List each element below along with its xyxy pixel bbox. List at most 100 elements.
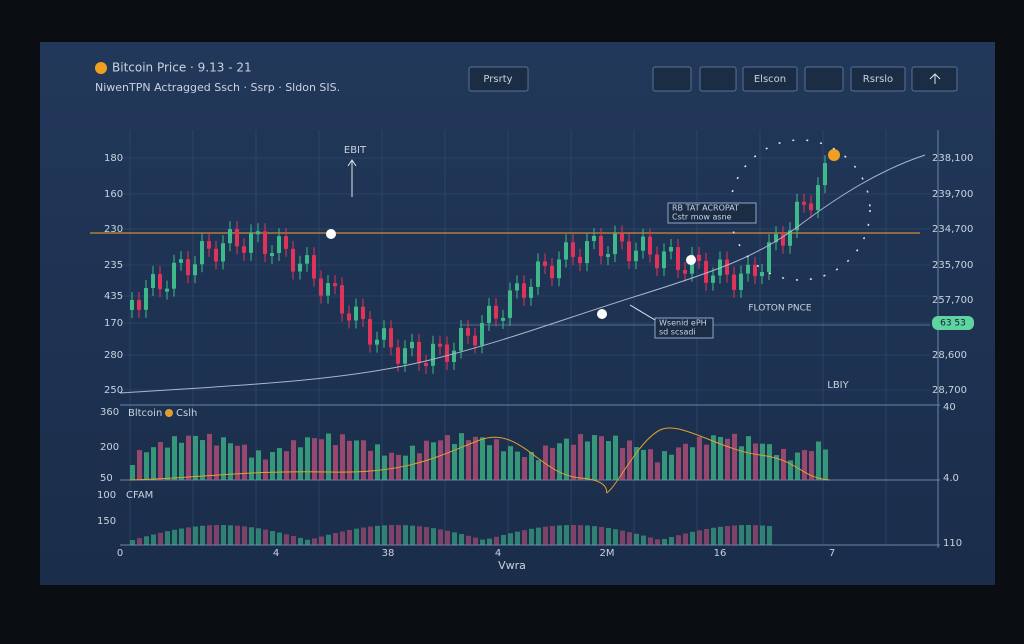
y-tick-label: 28,700 <box>932 385 967 396</box>
volume-bar <box>389 452 394 480</box>
button-label[interactable]: Prsrty <box>483 74 512 85</box>
candle-body <box>543 261 547 266</box>
volume-bar <box>151 447 156 480</box>
lower-bar <box>452 532 457 545</box>
label: LBIY <box>827 380 849 391</box>
volume-bar <box>277 448 282 480</box>
volume-bar <box>312 438 317 480</box>
lower-bar <box>389 525 394 545</box>
x-tick-label: 0 <box>117 548 123 559</box>
candle-body <box>739 273 743 290</box>
candles <box>130 155 827 375</box>
icon-button[interactable] <box>804 66 844 92</box>
lower-bar <box>277 532 282 545</box>
volume-bar <box>137 450 142 480</box>
volume-bar <box>739 446 744 480</box>
volume-bar <box>158 442 163 480</box>
volume-bar <box>732 433 737 480</box>
button[interactable] <box>468 66 529 92</box>
y-tick-label: 40 <box>943 402 956 413</box>
lower-bar <box>613 529 618 545</box>
lower-bar <box>641 535 646 545</box>
volume-bar <box>536 460 541 480</box>
volume-bar <box>235 445 240 480</box>
candle-body <box>578 256 582 264</box>
lower-bar <box>228 525 233 545</box>
lower-bar <box>158 532 163 545</box>
volume-bar <box>270 452 275 480</box>
icon-button[interactable] <box>652 66 692 92</box>
candle-body <box>158 274 162 290</box>
volume-bar <box>375 444 380 480</box>
volume-bar <box>291 440 296 480</box>
lower-bar <box>417 526 422 545</box>
candle-body <box>676 247 680 270</box>
candle-body <box>606 254 610 258</box>
lower-bar <box>382 525 387 545</box>
volume-bar <box>606 441 611 480</box>
button[interactable] <box>850 66 906 92</box>
lower-bar <box>445 530 450 545</box>
marker <box>828 149 840 161</box>
candle-body <box>662 251 666 269</box>
arrow <box>629 304 656 321</box>
lower-bar <box>606 528 611 545</box>
candle-body <box>592 235 596 242</box>
lower-bar <box>291 536 296 545</box>
button-label[interactable]: Rsrslo <box>863 74 893 85</box>
candle-body <box>263 231 267 254</box>
candle-body <box>347 313 351 321</box>
candle-body <box>193 264 197 276</box>
y-tick-label: 50 <box>100 473 113 484</box>
volume-bar <box>480 437 485 480</box>
volume-bar <box>186 435 191 480</box>
candle-body <box>522 283 526 298</box>
candle-body <box>620 233 624 242</box>
y-tick-label: 4.0 <box>943 473 959 484</box>
note: Cstr mow asne <box>672 213 732 222</box>
volume-bar <box>326 433 331 480</box>
dotted-ring <box>729 139 871 281</box>
volume-bar <box>221 437 226 480</box>
volume-bar <box>473 436 478 480</box>
lower-bar <box>172 529 177 545</box>
lower-bar <box>438 529 443 545</box>
button-label[interactable]: Elscon <box>754 74 786 85</box>
y-tick-label: 110 <box>943 538 962 549</box>
lower-bar <box>501 534 506 545</box>
candle-body <box>725 259 729 275</box>
legend-item: Cslh <box>176 408 197 419</box>
price-label: FLOTON PNCE <box>748 304 812 314</box>
y-tick-label: 235 <box>104 260 123 271</box>
button[interactable] <box>742 66 798 92</box>
y-tick-label: 200 <box>100 442 119 453</box>
candle-body <box>648 236 652 255</box>
lower-bar <box>214 525 219 545</box>
volume-bar <box>613 435 618 480</box>
y-tick-label: 239,700 <box>932 189 973 200</box>
volume-bar <box>466 440 471 480</box>
volume-bar <box>774 455 779 480</box>
candle-body <box>774 234 778 243</box>
volume-bar <box>347 440 352 480</box>
volume-bar <box>354 440 359 480</box>
icon-button[interactable] <box>699 66 737 92</box>
candle-body <box>571 242 575 257</box>
candle-body <box>557 259 561 279</box>
volume-bar <box>788 460 793 480</box>
volume-bar <box>627 440 632 480</box>
lower-bar <box>732 525 737 545</box>
candle-body <box>151 274 155 289</box>
candle-body <box>277 236 281 254</box>
candle-body <box>298 263 302 272</box>
volume-bar <box>445 435 450 480</box>
volume-bar <box>382 455 387 480</box>
y-tick-label: 160 <box>104 189 123 200</box>
arrow <box>347 159 357 197</box>
volume-bar <box>557 443 562 480</box>
lower-bar <box>466 535 471 545</box>
lower-bar <box>557 525 562 545</box>
lower-bar <box>144 536 149 545</box>
candle-body <box>487 305 491 323</box>
